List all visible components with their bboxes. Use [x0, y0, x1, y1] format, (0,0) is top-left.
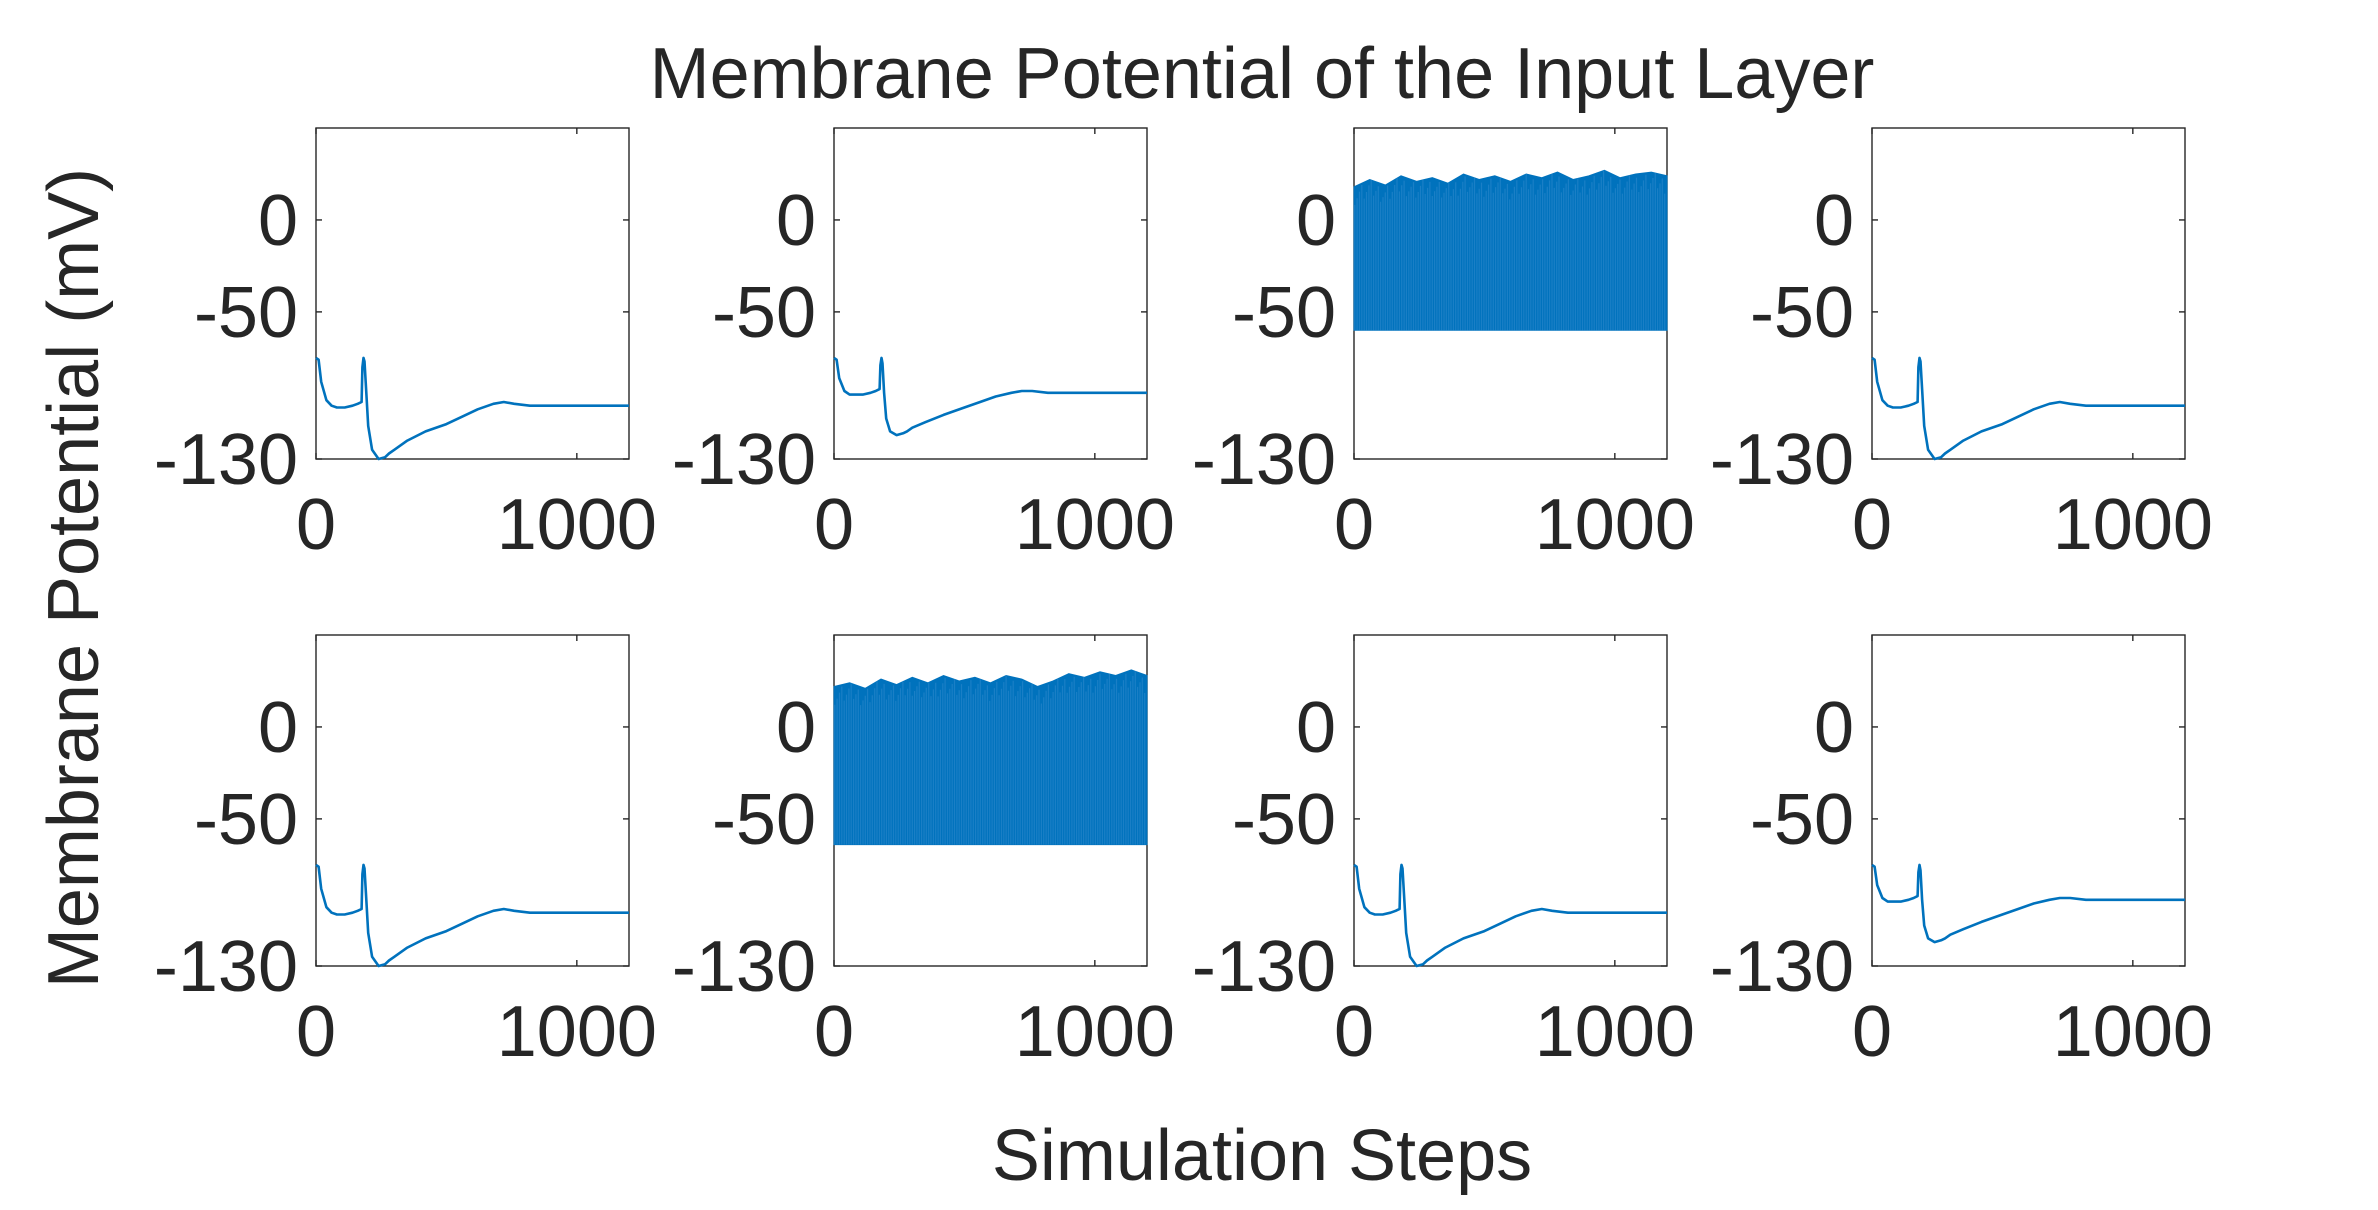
- y-tick-label: -50: [1232, 780, 1336, 860]
- x-tick-label: 1000: [1535, 992, 1695, 1072]
- x-tick-label: 0: [296, 485, 336, 565]
- x-tick-label: 1000: [1015, 485, 1175, 565]
- axes-box: [315, 127, 630, 460]
- membrane-trace: [315, 356, 629, 461]
- membrane-trace: [1871, 863, 2185, 944]
- x-tick-label: 1000: [497, 992, 657, 1072]
- y-tick-label: 0: [776, 181, 816, 261]
- membrane-trace: [833, 356, 1147, 437]
- y-tick-label: -50: [1750, 273, 1854, 353]
- x-tick-label: 0: [814, 485, 854, 565]
- axes-box: [1353, 634, 1668, 967]
- y-tick-label: 0: [258, 688, 298, 768]
- y-tick-label: -50: [1750, 780, 1854, 860]
- spike-lines: [1354, 170, 1666, 331]
- y-tick-label: 0: [1296, 181, 1336, 261]
- y-axis-label: Membrane Potential (mV): [34, 168, 114, 988]
- x-axis-label: Simulation Steps: [992, 1116, 1532, 1196]
- y-tick-label: -50: [194, 273, 298, 353]
- membrane-trace: [315, 863, 629, 968]
- subplot-r2-c1: -130 -50 0 0 1000: [154, 634, 657, 1072]
- y-tick-label: -130: [1710, 420, 1854, 500]
- y-tick-label: 0: [776, 688, 816, 768]
- y-tick-label: -50: [194, 780, 298, 860]
- x-tick-label: 0: [1852, 992, 1892, 1072]
- subplot-r1-c2: -130 -50 0 0 1000: [672, 127, 1175, 565]
- y-tick-label: -130: [154, 927, 298, 1007]
- axes-box: [315, 634, 630, 967]
- x-tick-label: 1000: [2053, 992, 2213, 1072]
- y-tick-label: 0: [1814, 688, 1854, 768]
- y-tick-label: -130: [672, 927, 816, 1007]
- y-tick-label: -50: [712, 273, 816, 353]
- x-tick-label: 1000: [1535, 485, 1695, 565]
- membrane-trace: [1871, 356, 2185, 461]
- x-tick-label: 0: [296, 992, 336, 1072]
- x-tick-label: 0: [814, 992, 854, 1072]
- x-tick-label: 0: [1334, 485, 1374, 565]
- membrane-trace: [1353, 863, 1667, 968]
- axes-box: [833, 127, 1148, 460]
- y-tick-label: -50: [1232, 273, 1336, 353]
- y-tick-label: 0: [258, 181, 298, 261]
- axes-box: [1871, 127, 2186, 460]
- x-tick-label: 1000: [2053, 485, 2213, 565]
- x-tick-label: 1000: [1015, 992, 1175, 1072]
- subplot-r2-c4: -130 -50 0 0 1000: [1710, 634, 2213, 1072]
- subplot-r2-c3: -130 -50 0 0 1000: [1192, 634, 1695, 1072]
- y-tick-label: -130: [1192, 927, 1336, 1007]
- spike-lines: [834, 671, 1146, 845]
- y-tick-label: 0: [1296, 688, 1336, 768]
- y-tick-label: -130: [1710, 927, 1854, 1007]
- subplot-r1-c4: -130 -50 0 0 1000: [1710, 127, 2213, 565]
- chart-title: Membrane Potential of the Input Layer: [650, 34, 1875, 114]
- y-tick-label: -130: [154, 420, 298, 500]
- y-tick-label: -50: [712, 780, 816, 860]
- y-tick-label: 0: [1814, 181, 1854, 261]
- x-tick-label: 0: [1334, 992, 1374, 1072]
- x-tick-label: 0: [1852, 485, 1892, 565]
- subplot-r1-c1: -130 -50 0 0 1000: [154, 127, 657, 565]
- y-tick-label: -130: [1192, 420, 1336, 500]
- subplot-r2-c2: -130 -50 0 0 1000: [672, 634, 1175, 1072]
- axes-box: [1871, 634, 2186, 967]
- subplot-r1-c3: -130 -50 0 0 1000: [1192, 127, 1695, 565]
- x-tick-label: 1000: [497, 485, 657, 565]
- y-tick-label: -130: [672, 420, 816, 500]
